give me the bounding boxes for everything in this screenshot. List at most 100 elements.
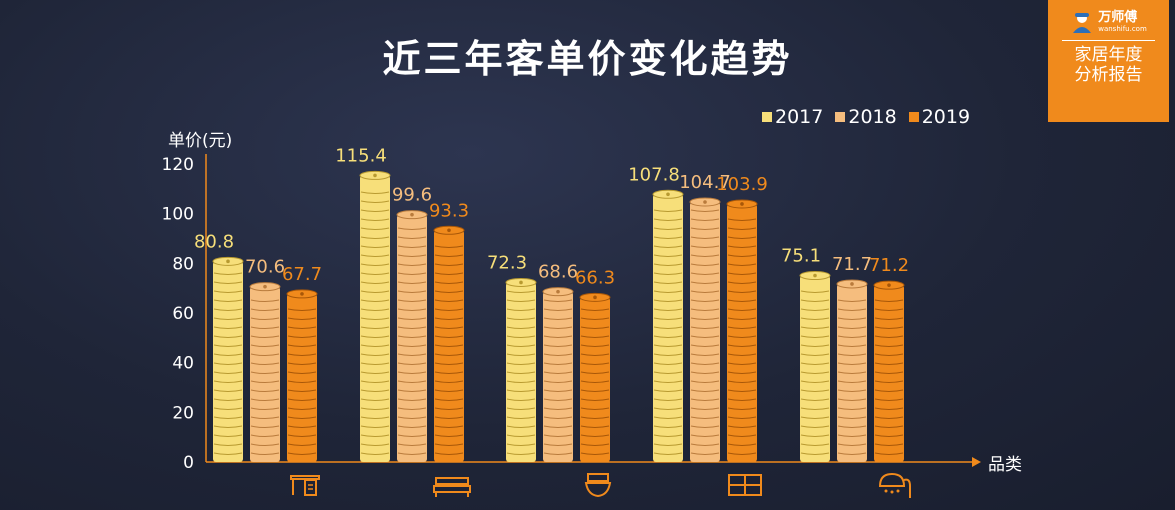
coin-star bbox=[519, 280, 523, 285]
coin-line bbox=[397, 434, 427, 437]
coin-line bbox=[250, 452, 280, 455]
coin-line bbox=[727, 299, 757, 302]
coin-line bbox=[874, 443, 904, 446]
coin-line bbox=[874, 326, 904, 329]
coin-line bbox=[727, 308, 757, 311]
coin-line bbox=[213, 308, 243, 311]
bar bbox=[287, 293, 317, 462]
coin-line bbox=[434, 263, 464, 266]
coin-line bbox=[543, 326, 573, 329]
coin-line bbox=[727, 236, 757, 239]
coin-line bbox=[397, 254, 427, 257]
coin-line bbox=[250, 362, 280, 365]
bed-icon bbox=[433, 477, 471, 497]
coin-line bbox=[250, 416, 280, 419]
coin-line bbox=[434, 317, 464, 320]
bar bbox=[397, 214, 427, 462]
coin-line bbox=[690, 272, 720, 275]
coin-line bbox=[800, 371, 830, 374]
coin-line bbox=[690, 281, 720, 284]
coin-line bbox=[580, 380, 610, 383]
coin-line bbox=[397, 371, 427, 374]
coin-line bbox=[690, 218, 720, 221]
coin-line bbox=[434, 371, 464, 374]
coin-line bbox=[800, 380, 830, 383]
coin-line bbox=[506, 389, 536, 392]
coin-line bbox=[360, 191, 390, 194]
chart-legend: 2017 2018 2019 bbox=[762, 106, 970, 128]
coin-line bbox=[837, 398, 867, 401]
coin-line bbox=[837, 344, 867, 347]
coin-line bbox=[397, 272, 427, 275]
coin-line bbox=[287, 416, 317, 419]
coin-line bbox=[653, 254, 683, 257]
coin-line bbox=[397, 416, 427, 419]
coin-line bbox=[287, 362, 317, 365]
coin-line bbox=[727, 362, 757, 365]
coin-line bbox=[506, 452, 536, 455]
coin-line bbox=[506, 326, 536, 329]
coin-line bbox=[800, 317, 830, 320]
coin-line bbox=[543, 353, 573, 356]
badge-line-1: 家居年度 bbox=[1074, 45, 1143, 65]
coin-line bbox=[213, 407, 243, 410]
coin-line bbox=[653, 344, 683, 347]
coin-line bbox=[434, 425, 464, 428]
coin-line bbox=[800, 299, 830, 302]
x-axis-arrow bbox=[972, 457, 981, 467]
coin-line bbox=[800, 353, 830, 356]
coin-line bbox=[653, 389, 683, 392]
coin-star bbox=[263, 284, 267, 289]
coin-line bbox=[653, 236, 683, 239]
coin-line bbox=[727, 380, 757, 383]
coin-line bbox=[287, 371, 317, 374]
legend-label-2017: 2017 bbox=[775, 106, 824, 128]
coin-line bbox=[580, 308, 610, 311]
coin-line bbox=[287, 443, 317, 446]
coin-line bbox=[213, 335, 243, 338]
coin-line bbox=[250, 371, 280, 374]
legend-item-2019: 2019 bbox=[908, 106, 970, 128]
coin-line bbox=[690, 317, 720, 320]
coin-line bbox=[360, 254, 390, 257]
coin-line bbox=[360, 362, 390, 365]
coin-star bbox=[593, 295, 597, 300]
coin-line bbox=[580, 326, 610, 329]
coin-line bbox=[800, 290, 830, 293]
coin-line bbox=[543, 452, 573, 455]
data-label: 103.9 bbox=[716, 174, 768, 195]
bar bbox=[580, 297, 610, 462]
coin-line bbox=[653, 290, 683, 293]
coin-line bbox=[434, 326, 464, 329]
coin-line bbox=[397, 335, 427, 338]
coin-line bbox=[434, 407, 464, 410]
badge-divider bbox=[1062, 40, 1155, 41]
coin-line bbox=[397, 443, 427, 446]
data-label: 67.7 bbox=[282, 264, 322, 285]
coin-line bbox=[213, 371, 243, 374]
coin-line bbox=[360, 353, 390, 356]
coin-line bbox=[434, 344, 464, 347]
coin-line bbox=[506, 317, 536, 320]
brand-logo: 万师傅 wanshifu.com bbox=[1048, 10, 1169, 34]
coin-line bbox=[690, 416, 720, 419]
y-tick-label: 40 bbox=[172, 354, 194, 374]
coin-star bbox=[300, 292, 304, 296]
coin-line bbox=[653, 398, 683, 401]
coin-line bbox=[690, 344, 720, 347]
coin-line bbox=[800, 416, 830, 419]
coin-line bbox=[360, 380, 390, 383]
coin-line bbox=[360, 200, 390, 203]
coin-line bbox=[287, 353, 317, 356]
coin-line bbox=[213, 380, 243, 383]
coin-line bbox=[213, 353, 243, 356]
shower-icon bbox=[878, 472, 911, 498]
coin-line bbox=[506, 308, 536, 311]
data-label: 68.6 bbox=[538, 262, 578, 283]
bar bbox=[543, 291, 573, 462]
coin-line bbox=[653, 227, 683, 230]
coin-line bbox=[874, 452, 904, 455]
coin-line bbox=[874, 398, 904, 401]
coin-line bbox=[837, 299, 867, 302]
